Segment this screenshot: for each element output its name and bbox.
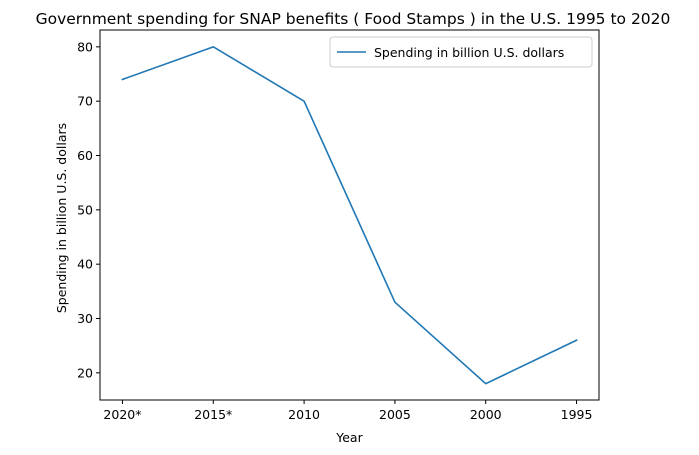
- plot-frame: [99, 29, 600, 401]
- x-tick-label: 2015*: [194, 407, 232, 422]
- legend-entry-label: Spending in billion U.S. dollars: [374, 45, 564, 60]
- x-axis-label: Year: [335, 430, 363, 445]
- y-tick-label: 80: [77, 39, 93, 54]
- x-tick-label: 1995: [561, 407, 593, 422]
- y-tick-label: 30: [77, 311, 93, 326]
- x-tick-label: 2000: [470, 407, 502, 422]
- series-line-0: [121, 46, 578, 385]
- legend-box: [329, 36, 593, 68]
- y-tick-label: 40: [77, 257, 93, 272]
- x-tick-label: 2010: [288, 407, 320, 422]
- x-axis: 2020* 2015* 2010 2005 2000 1995: [103, 400, 592, 422]
- y-axis-label: Spending in billion U.S. dollars: [54, 123, 69, 313]
- y-tick-label: 50: [77, 202, 93, 217]
- plot-area: [99, 29, 600, 401]
- chart-title: Government spending for SNAP benefits ( …: [36, 10, 671, 28]
- y-tick-label: 20: [77, 365, 93, 380]
- y-tick-label: 70: [77, 94, 93, 109]
- legend: Spending in billion U.S. dollars: [329, 36, 593, 68]
- x-tick-label: 2005: [379, 407, 411, 422]
- y-axis: 20 30 40 50 60 70 80: [77, 39, 100, 380]
- y-tick-label: 60: [77, 148, 93, 163]
- x-tick-label: 2020*: [103, 407, 141, 422]
- series-layer: [121, 46, 578, 385]
